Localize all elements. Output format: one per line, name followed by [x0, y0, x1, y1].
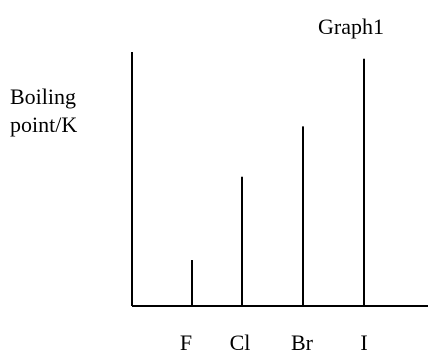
bars-group: [191, 58, 365, 306]
chart-title: Graph1: [318, 14, 384, 39]
x-tick-label-cl: Cl: [230, 330, 251, 355]
x-tick-label-br: Br: [291, 330, 314, 355]
x-tick-label-i: I: [360, 330, 367, 355]
x-tick-labels: F Cl Br I: [180, 330, 368, 355]
x-tick-label-f: F: [180, 330, 192, 355]
y-axis-label: Boiling point/K: [10, 84, 82, 137]
y-axis-label-line-1: Boiling: [10, 84, 76, 109]
y-axis-label-line-2: point/K: [10, 112, 77, 137]
